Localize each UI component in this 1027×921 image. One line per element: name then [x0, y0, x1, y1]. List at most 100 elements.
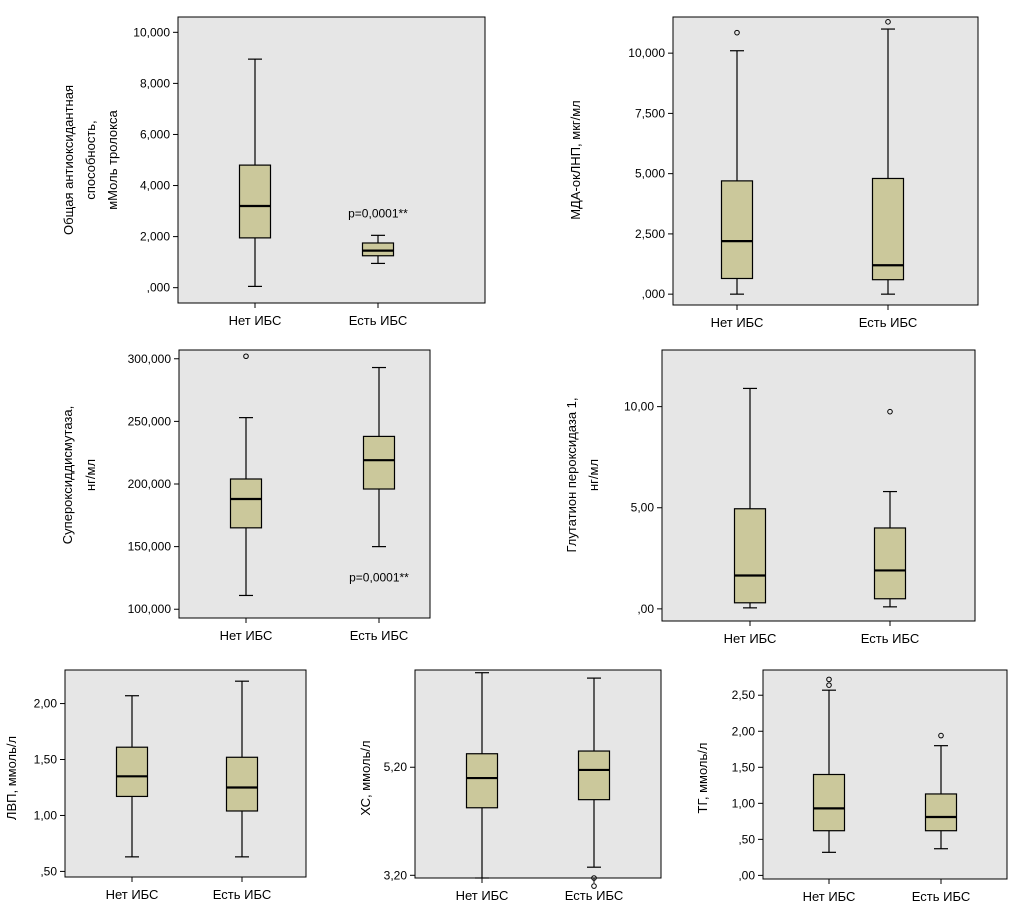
y-tick-label: 1,50 — [34, 753, 58, 767]
box-1 — [924, 732, 958, 850]
outlier-point — [885, 19, 891, 25]
iqr-box — [465, 753, 499, 809]
plot-area — [64, 669, 307, 878]
outlier-point — [734, 29, 740, 36]
y-axis-label: нг/мл — [586, 459, 601, 491]
x-tick-label: Нет ИБС — [456, 888, 509, 903]
p-value-annotation: p=0,0001** — [348, 206, 408, 220]
y-tick-label: 5,00 — [631, 501, 655, 515]
y-tick-label: 300,000 — [128, 352, 172, 366]
iqr-box — [733, 508, 767, 604]
chart-panel-p4: ,00 5,00 10,00 Глутатион пероксидаза 1, нг/м… — [564, 349, 976, 646]
box-1 — [577, 677, 611, 889]
y-axis-label: Общая антиоксидантная — [61, 85, 76, 235]
y-axis-label: ЛВП, ммоль/л — [4, 736, 19, 820]
iqr-box — [812, 773, 846, 832]
plot-area — [672, 16, 979, 306]
x-tick-label: Нет ИБС — [803, 889, 856, 904]
iqr-box — [924, 793, 958, 832]
outlier-point — [591, 883, 597, 889]
y-tick-label: 2,00 — [34, 697, 58, 711]
y-tick-label: 250,000 — [128, 414, 172, 428]
chart-panel-p7: ,00 ,50 1,00 1,50 2,00 2,50 ТГ, ммоль/л Нет ИБС… — [695, 669, 1008, 904]
box-0 — [238, 58, 272, 288]
outlier-point — [938, 732, 944, 739]
y-tick-label: 100,000 — [128, 602, 172, 616]
outlier-point — [887, 408, 893, 415]
x-tick-label: Нет ИБС — [106, 887, 159, 902]
iqr-box — [361, 242, 395, 257]
y-axis-label: нг/мл — [83, 459, 98, 491]
plot-area — [762, 669, 1008, 880]
iqr-box — [873, 527, 907, 600]
y-tick-label: 2,50 — [732, 688, 756, 702]
x-tick-label: Есть ИБС — [912, 889, 970, 904]
x-tick-label: Нет ИБС — [724, 631, 777, 646]
box-1 — [871, 19, 905, 295]
y-axis-label: МДА-окЛНП, мкг/мл — [568, 100, 583, 220]
y-tick-label: 6,000 — [140, 127, 170, 141]
x-tick-label: Нет ИБС — [711, 315, 764, 330]
y-axis-label: ХС, ммоль/л — [358, 740, 373, 815]
iqr-box — [720, 180, 754, 280]
iqr-box — [115, 746, 149, 798]
y-axis-label: способность, — [83, 120, 98, 199]
x-tick-label: Нет ИБС — [220, 628, 273, 643]
y-tick-label: 5,000 — [635, 167, 665, 181]
y-tick-label: 2,00 — [732, 724, 756, 738]
y-tick-label: 3,20 — [384, 868, 408, 882]
y-tick-label: 2,000 — [140, 230, 170, 244]
outlier-point — [243, 353, 249, 360]
box-0 — [465, 672, 499, 879]
iqr-box — [229, 478, 263, 529]
chart-panel-p2: ,000 2,500 5,000 7,500 10,000 МДА-окЛНП, мкг/… — [568, 16, 979, 330]
y-tick-label: ,000 — [642, 287, 666, 301]
y-tick-label: ,000 — [147, 281, 171, 295]
y-tick-label: ,50 — [40, 864, 57, 878]
box-0 — [229, 353, 263, 597]
box-0 — [733, 387, 767, 609]
y-tick-label: 1,50 — [732, 760, 756, 774]
box-1 — [873, 408, 907, 608]
x-tick-label: Есть ИБС — [565, 888, 623, 903]
iqr-box — [225, 756, 259, 812]
x-tick-label: Есть ИБС — [213, 887, 271, 902]
chart-panel-p1: ,000 2,000 4,000 6,000 8,000 10,000 Общая анти… — [61, 16, 486, 328]
iqr-box — [238, 164, 272, 239]
y-axis-label: Глутатион пероксидаза 1, — [564, 397, 579, 552]
plot-area — [177, 16, 486, 304]
y-tick-label: 5,20 — [384, 760, 408, 774]
y-tick-label: ,50 — [738, 832, 755, 846]
y-tick-label: ,00 — [738, 868, 755, 882]
x-tick-label: Есть ИБС — [861, 631, 919, 646]
chart-panel-p3: 100,000 150,000 200,000 250,000 300,000 Супер… — [60, 349, 431, 643]
chart-panel-p6: 3,20 5,20 ХС, ммоль/л Нет ИБС Есть ИБС — [358, 669, 662, 903]
y-axis-label: ТГ, ммоль/л — [695, 743, 710, 814]
y-tick-label: 200,000 — [128, 477, 172, 491]
y-tick-label: 4,000 — [140, 179, 170, 193]
y-axis-label: Супероксиддисмутаза, — [60, 406, 75, 544]
box-0 — [812, 676, 846, 853]
plot-area — [661, 349, 976, 622]
x-tick-label: Есть ИБС — [349, 313, 407, 328]
box-1 — [361, 234, 395, 265]
iqr-box — [871, 177, 905, 281]
box-1 — [362, 366, 396, 548]
x-tick-label: Есть ИБС — [350, 628, 408, 643]
y-tick-label: 7,500 — [635, 106, 665, 120]
outlier-point — [591, 875, 597, 881]
plot-area — [414, 669, 662, 879]
y-tick-label: 1,00 — [34, 808, 58, 822]
y-tick-label: 150,000 — [128, 540, 172, 554]
box-0 — [115, 695, 149, 858]
y-tick-label: 10,000 — [628, 46, 665, 60]
y-tick-label: 8,000 — [140, 76, 170, 90]
y-tick-label: 1,00 — [732, 796, 756, 810]
iqr-box — [577, 750, 611, 801]
box-1 — [225, 680, 259, 858]
iqr-box — [362, 435, 396, 490]
box-0 — [720, 29, 754, 295]
y-tick-label: 10,00 — [624, 400, 654, 414]
p-value-annotation: p=0,0001** — [349, 571, 409, 585]
